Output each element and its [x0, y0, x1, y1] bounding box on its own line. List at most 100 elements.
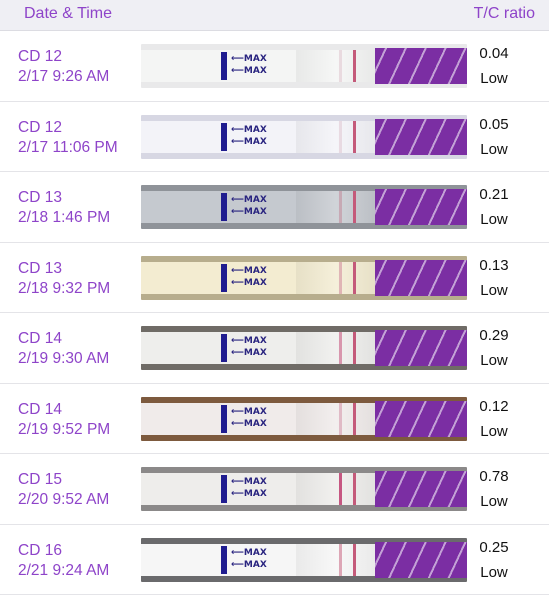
- strip-body: [141, 261, 375, 294]
- cycle-day-label: CD 16: [18, 541, 62, 559]
- test-row[interactable]: CD 16 2/21 9:24 AM ⟵MAX ⟵MAX 0.25 Low: [0, 525, 549, 595]
- control-line: [353, 261, 356, 294]
- max-arrow-label: ⟵MAX: [231, 348, 267, 358]
- control-line: [353, 402, 356, 435]
- test-date: CD 15 2/20 9:52 AM: [18, 470, 136, 510]
- tc-ratio-level: Low: [480, 140, 508, 158]
- tc-ratio-value: 0.05: [479, 115, 509, 133]
- max-arrow-label: ⟵MAX: [231, 559, 267, 570]
- test-strip-image: ⟵MAX ⟵MAX: [141, 396, 467, 441]
- test-row[interactable]: CD 12 2/17 11:06 PM ⟵MAX ⟵MAX 0.05 Low: [0, 102, 549, 172]
- strip-body: [141, 120, 375, 153]
- max-arrow-label: ⟵MAX: [231, 195, 267, 205]
- test-datetime: 2/17 9:26 AM: [18, 68, 110, 85]
- test-row[interactable]: CD 13 2/18 1:46 PM ⟵MAX ⟵MAX 0.21 Low: [0, 172, 549, 243]
- tc-ratio-level: Low: [480, 563, 508, 581]
- strip-handle: [375, 330, 467, 366]
- strip-body: [141, 473, 375, 505]
- cycle-day-label: CD 13: [18, 259, 62, 277]
- max-arrow-label: ⟵MAX: [231, 124, 267, 135]
- test-line: [339, 473, 342, 505]
- cycle-day-label: CD 13: [18, 189, 62, 206]
- max-arrow-label: ⟵MAX: [231, 547, 267, 558]
- strip-handle: [375, 48, 467, 84]
- tc-ratio-level: Low: [480, 422, 508, 440]
- tc-ratio-value: 0.78: [479, 468, 509, 485]
- control-line: [353, 473, 356, 505]
- max-line-bar: [221, 545, 227, 574]
- cycle-day-label: CD 14: [18, 330, 62, 347]
- tc-ratio-level: Low: [480, 493, 508, 510]
- control-line: [353, 120, 356, 153]
- test-strip-image: ⟵MAX ⟵MAX: [141, 326, 467, 370]
- strip-handle: [375, 471, 467, 507]
- table-header: Date & Time T/C ratio: [0, 0, 549, 31]
- test-date: CD 12 2/17 9:26 AM: [18, 47, 136, 87]
- test-row[interactable]: CD 15 2/20 9:52 AM ⟵MAX ⟵MAX 0.78 Low: [0, 454, 549, 525]
- test-strip-image: ⟵MAX ⟵MAX: [141, 44, 467, 88]
- strip-body: [141, 50, 375, 82]
- max-arrow-label: ⟵MAX: [231, 489, 267, 499]
- test-line: [339, 191, 342, 223]
- test-row[interactable]: CD 14 2/19 9:52 PM ⟵MAX ⟵MAX 0.12 Low: [0, 384, 549, 454]
- tc-ratio-cell: 0.29 Low: [469, 323, 519, 373]
- test-line: [339, 332, 342, 364]
- max-arrow-label: ⟵MAX: [231, 66, 267, 76]
- control-line: [353, 332, 356, 364]
- control-line: [353, 50, 356, 82]
- tc-ratio-value: 0.21: [479, 186, 509, 203]
- test-datetime: 2/19 9:52 PM: [18, 420, 111, 438]
- strip-handle: [375, 259, 467, 296]
- max-arrow-label: ⟵MAX: [231, 477, 267, 487]
- strip-result-window: [296, 120, 376, 153]
- tc-ratio-cell: 0.78 Low: [469, 464, 519, 514]
- cycle-day-label: CD 12: [18, 48, 62, 65]
- tc-ratio-column-header: T/C ratio: [473, 5, 535, 22]
- max-line-bar: [221, 334, 227, 362]
- max-arrow-label: ⟵MAX: [231, 265, 267, 276]
- max-line-bar: [221, 52, 227, 80]
- strip-handle: [375, 541, 467, 578]
- strip-handle: [375, 118, 467, 155]
- tc-ratio-cell: 0.04 Low: [469, 41, 519, 91]
- max-arrow-label: ⟵MAX: [231, 406, 267, 417]
- strip-result-window: [296, 332, 376, 364]
- test-row[interactable]: CD 12 2/17 9:26 AM ⟵MAX ⟵MAX 0.04 Low: [0, 31, 549, 102]
- tc-ratio-level: Low: [480, 211, 508, 228]
- test-strip-image: ⟵MAX ⟵MAX: [141, 467, 467, 511]
- tc-ratio-cell: 0.21 Low: [469, 182, 519, 232]
- tc-ratio-cell: 0.13 Low: [469, 253, 519, 303]
- test-line: [339, 50, 342, 82]
- tc-ratio-level: Low: [480, 281, 508, 299]
- test-strip-image: ⟵MAX ⟵MAX: [141, 255, 467, 300]
- max-line-bar: [221, 475, 227, 503]
- test-line: [339, 543, 342, 576]
- max-arrow-label: ⟵MAX: [231, 207, 267, 217]
- test-date: CD 12 2/17 11:06 PM: [18, 118, 136, 158]
- test-row[interactable]: CD 13 2/18 9:32 PM ⟵MAX ⟵MAX 0.13 Low: [0, 243, 549, 313]
- strip-result-window: [296, 473, 376, 505]
- tc-ratio-level: Low: [480, 70, 508, 87]
- test-strip-image: ⟵MAX ⟵MAX: [141, 537, 467, 582]
- tc-ratio-level: Low: [480, 352, 508, 369]
- test-line: [339, 402, 342, 435]
- test-line: [339, 120, 342, 153]
- test-list: CD 12 2/17 9:26 AM ⟵MAX ⟵MAX 0.04 Low CD…: [0, 31, 549, 595]
- test-datetime: 2/17 11:06 PM: [18, 138, 118, 156]
- strip-result-window: [296, 402, 376, 435]
- tc-ratio-value: 0.29: [479, 327, 509, 344]
- strip-result-window: [296, 543, 376, 576]
- strip-result-window: [296, 191, 376, 223]
- test-date: CD 16 2/21 9:24 AM: [18, 541, 136, 581]
- tc-ratio-value: 0.12: [479, 397, 509, 415]
- test-row[interactable]: CD 14 2/19 9:30 AM ⟵MAX ⟵MAX 0.29 Low: [0, 313, 549, 384]
- strip-body: [141, 402, 375, 435]
- max-line-bar: [221, 193, 227, 221]
- strip-body: [141, 191, 375, 223]
- test-strip-image: ⟵MAX ⟵MAX: [141, 114, 467, 159]
- tc-ratio-value: 0.04: [479, 45, 509, 62]
- date-time-column-header: Date & Time: [24, 5, 113, 22]
- cycle-day-label: CD 15: [18, 471, 62, 488]
- tc-ratio-cell: 0.12 Low: [469, 394, 519, 444]
- strip-result-window: [296, 50, 376, 82]
